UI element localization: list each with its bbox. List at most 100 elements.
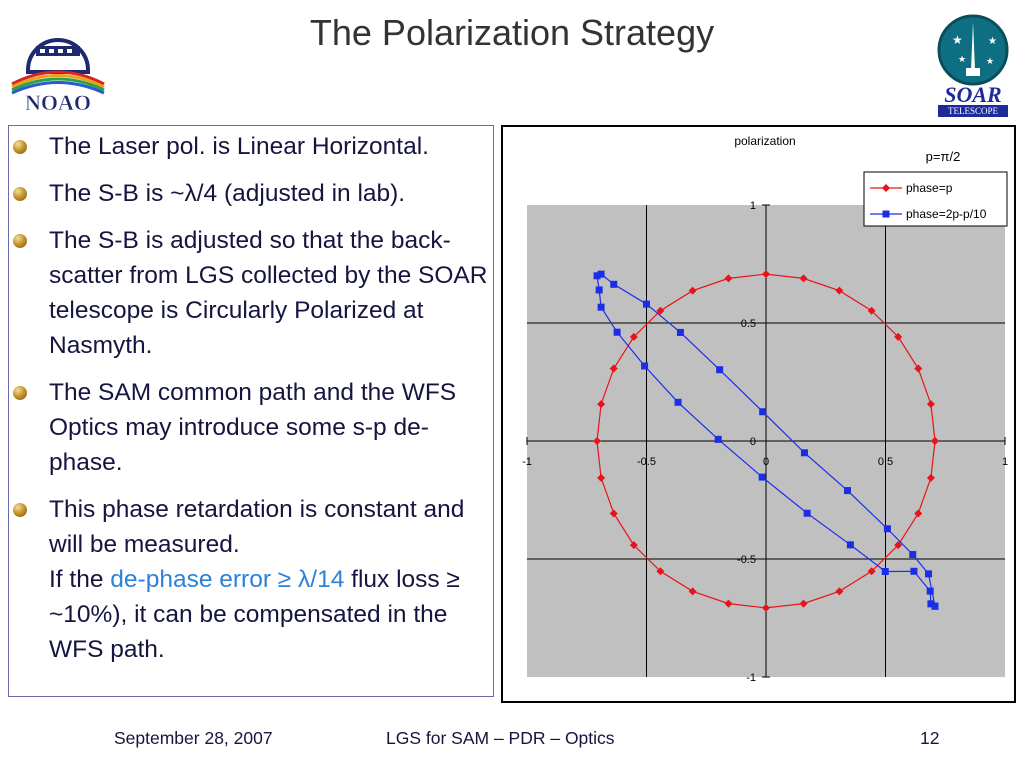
data-point-diamond (926, 400, 935, 409)
bullet-text: This phase retardation is constant and w… (49, 496, 465, 558)
data-point-square (676, 328, 684, 336)
data-point-square (714, 435, 722, 443)
svg-text:★: ★ (988, 36, 997, 47)
polarization-chart-svg: 1 0.5 0 -0.5 -1 -1 -0.5 0 0.5 1 polarization p=π/2 p… (522, 134, 1008, 684)
svg-text:★: ★ (952, 33, 963, 47)
data-point-diamond (724, 599, 733, 608)
data-point-square (883, 525, 891, 533)
x-tick-label: 0.5 (878, 456, 893, 468)
bullet-item: The S-B is adjusted so that the back-sca… (9, 223, 489, 363)
data-point-square (610, 280, 618, 288)
data-point-diamond (688, 587, 697, 596)
footer-date: September 28, 2007 (114, 728, 273, 748)
data-point-diamond (629, 541, 638, 550)
data-point-diamond (867, 567, 876, 576)
data-point-diamond (762, 270, 770, 279)
bullet-text-before: If the (49, 566, 111, 593)
x-tick-label: -0.5 (637, 456, 656, 468)
data-point-diamond (656, 567, 665, 576)
data-point-square (597, 270, 605, 278)
data-point-square (674, 398, 682, 406)
x-tick-label: 0 (763, 456, 769, 468)
data-point-square (926, 587, 934, 595)
data-point-diamond (593, 437, 602, 445)
svg-text:TELESCOPE: TELESCOPE (948, 106, 999, 116)
data-point-diamond (609, 509, 618, 518)
data-point-square (925, 570, 933, 578)
legend-label: phase=2p-p/10 (906, 207, 987, 221)
data-point-square (803, 509, 811, 517)
chart-annotation: p=π/2 (926, 149, 961, 164)
data-point-diamond (799, 599, 808, 608)
svg-text:SOAR: SOAR (944, 82, 1001, 107)
y-tick-label: -0.5 (737, 554, 756, 566)
data-point-square (643, 300, 650, 308)
bullet-text: The Laser pol. is Linear Horizontal. (49, 133, 429, 160)
data-point-diamond (609, 364, 618, 373)
bullet-dot-icon (13, 386, 27, 400)
bullet-item: The SAM common path and the WFS Optics m… (9, 375, 489, 480)
data-point-square (800, 449, 808, 457)
bullet-text-after: flux loss ≥ ~10%), it can be compensated… (49, 566, 460, 663)
bullet-item: This phase retardation is constant and w… (9, 492, 489, 667)
bullet-text-panel: The Laser pol. is Linear Horizontal. The… (8, 125, 494, 697)
data-point-square (843, 487, 851, 495)
data-point-square (641, 362, 649, 370)
data-point-diamond (835, 286, 844, 295)
data-point-square (881, 568, 889, 576)
data-point-diamond (688, 286, 697, 295)
data-point-diamond (894, 332, 903, 341)
data-point-diamond (762, 603, 770, 612)
data-point-diamond (656, 306, 665, 315)
bullet-dot-icon (13, 140, 27, 154)
x-tick-label: 1 (1002, 456, 1008, 468)
footer-title: LGS for SAM – PDR – Optics (386, 728, 615, 748)
data-point-diamond (629, 332, 638, 341)
svg-text:NOAO: NOAO (25, 90, 91, 112)
x-tick-label: -1 (522, 456, 532, 468)
data-point-diamond (914, 364, 923, 373)
data-point-square (593, 272, 601, 280)
bullet-text: The SAM common path and the WFS Optics m… (49, 379, 457, 476)
bullet-dot-icon (13, 234, 27, 248)
polarization-chart: 1 0.5 0 -0.5 -1 -1 -0.5 0 0.5 1 polarization p=π/2 p… (501, 125, 1016, 703)
data-point-square (910, 567, 918, 575)
data-point-square (597, 303, 605, 311)
bullet-dot-icon (13, 503, 27, 517)
slide-title: The Polarization Strategy (309, 12, 715, 53)
svg-text:★: ★ (958, 55, 966, 65)
soar-telescope-logo: ★ ★ ★ ★ SOAR TELESCOPE (930, 10, 1016, 122)
page-number: 12 (920, 728, 940, 748)
bullet-item: The S-B is ~λ/4 (adjusted in lab). (9, 176, 489, 211)
bullet-dot-icon (13, 187, 27, 201)
y-tick-label: -1 (746, 672, 756, 684)
chart-title: polarization (734, 134, 795, 148)
data-point-square (595, 286, 603, 294)
legend-label: phase=p (906, 181, 953, 195)
svg-text:★: ★ (986, 57, 994, 67)
data-point-diamond (926, 473, 935, 482)
data-point-square (613, 328, 621, 336)
data-point-square (716, 366, 724, 374)
data-point-square (759, 408, 767, 416)
data-point-square (909, 551, 917, 559)
data-point-diamond (894, 541, 903, 550)
bullet-text: The S-B is adjusted so that the back-sca… (49, 227, 488, 359)
data-point-diamond (799, 274, 808, 283)
data-point-diamond (597, 400, 606, 409)
bullet-list: The Laser pol. is Linear Horizontal. The… (9, 129, 489, 679)
data-point-diamond (914, 509, 923, 518)
data-point-diamond (724, 274, 733, 283)
data-point-diamond (930, 437, 939, 445)
legend-marker-square (882, 210, 890, 218)
noao-logo: NOAO (6, 12, 110, 115)
data-point-diamond (597, 473, 606, 482)
data-point-diamond (867, 306, 876, 315)
y-tick-label: 1 (750, 200, 756, 212)
data-point-diamond (835, 587, 844, 596)
data-point-square (846, 541, 854, 549)
data-point-square (758, 473, 766, 481)
data-point-square (931, 602, 939, 610)
dephase-error-highlight: de-phase error ≥ λ/14 (110, 566, 345, 593)
data-point-square (927, 600, 935, 608)
